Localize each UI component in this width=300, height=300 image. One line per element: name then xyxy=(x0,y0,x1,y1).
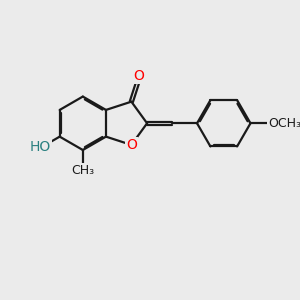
Text: O: O xyxy=(133,69,144,83)
Text: CH₃: CH₃ xyxy=(71,164,94,176)
Text: O: O xyxy=(126,138,137,152)
Text: OCH₃: OCH₃ xyxy=(268,117,300,130)
Text: HO: HO xyxy=(30,140,51,154)
